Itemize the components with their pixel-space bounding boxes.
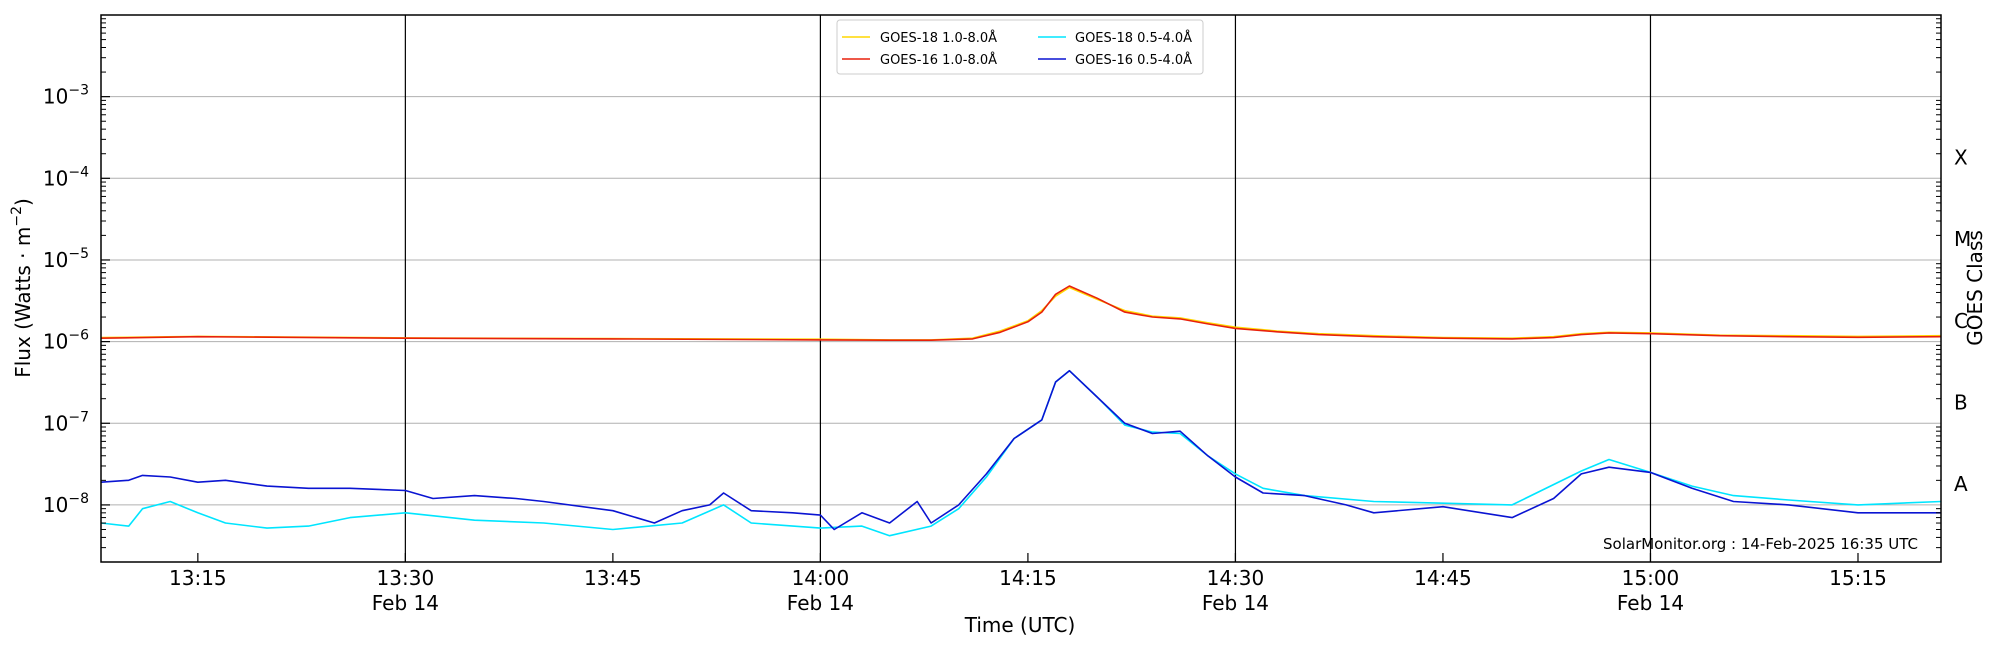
x-tick-label: 14:00	[792, 566, 850, 590]
legend-box	[836, 19, 1204, 75]
legend-label-goes16-short: GOES-16 0.5-4.0Å	[1075, 52, 1192, 68]
y-tick-label: 10−4	[43, 164, 89, 190]
x-tick-date-label: Feb 14	[372, 591, 439, 615]
x-axis-title: Time (UTC)	[964, 613, 1076, 637]
series-line-1	[100, 285, 1942, 342]
y-tick-label: 10−8	[43, 491, 89, 517]
gridlines	[101, 96, 1941, 506]
plot-frame	[100, 14, 1942, 563]
x-tick-label: 14:30	[1207, 566, 1265, 590]
x-tick-label: 14:15	[999, 566, 1057, 590]
legend-label-goes18-short: GOES-18 0.5-4.0Å	[1075, 30, 1192, 46]
x-tick-date-label: Feb 14	[787, 591, 854, 615]
series-line-0	[100, 286, 1942, 341]
series-lines	[100, 285, 1942, 537]
axis-ticks	[101, 18, 1941, 563]
legend: GOES-18 1.0-8.0Å GOES-16 1.0-8.0Å GOES-1…	[836, 19, 1204, 75]
y-tick-label: 10−5	[43, 246, 89, 272]
goes-class-label-C: C	[1954, 309, 1968, 333]
x-tick-label: 15:00	[1622, 566, 1680, 590]
x-tick-label: 15:15	[1829, 566, 1887, 590]
right-axis-title: GOES Class	[1963, 230, 1987, 346]
y-axis-title: Flux (Watts · m−2)	[9, 198, 35, 378]
x-tick-label: 13:30	[377, 566, 435, 590]
day-vertical-lines	[404, 15, 1652, 562]
series-line-2	[100, 369, 1942, 537]
legend-label-goes16-long: GOES-16 1.0-8.0Å	[880, 52, 997, 68]
y-axis-title-exponent: −2	[9, 206, 25, 227]
goes-class-labels: X M C B A	[1954, 145, 1971, 496]
x-tick-label: 13:15	[169, 566, 227, 590]
y-axis-title-main: Flux (Watts · m	[11, 227, 35, 378]
series-line-3	[100, 369, 1941, 531]
x-tick-label: 14:45	[1414, 566, 1472, 590]
y-tick-label: 10−6	[43, 328, 89, 354]
goes-class-label-M: M	[1954, 227, 1971, 251]
legend-label-goes18-long: GOES-18 1.0-8.0Å	[880, 30, 997, 46]
goes-class-label-B: B	[1954, 390, 1968, 414]
credit-text: SolarMonitor.org : 14-Feb-2025 16:35 UTC	[1603, 535, 1918, 553]
goes-class-label-A: A	[1954, 472, 1968, 496]
x-tick-date-label: Feb 14	[1617, 591, 1684, 615]
x-tick-date-label: Feb 14	[1202, 591, 1269, 615]
y-tick-label: 10−7	[43, 409, 89, 435]
x-tick-label: 13:45	[584, 566, 642, 590]
goes-class-label-X: X	[1954, 145, 1968, 169]
y-tick-label: 10−3	[43, 83, 89, 109]
y-tick-labels: 10−3 10−4 10−5 10−6 10−7 10−8	[43, 83, 89, 517]
y-axis-title-close: )	[11, 198, 35, 206]
